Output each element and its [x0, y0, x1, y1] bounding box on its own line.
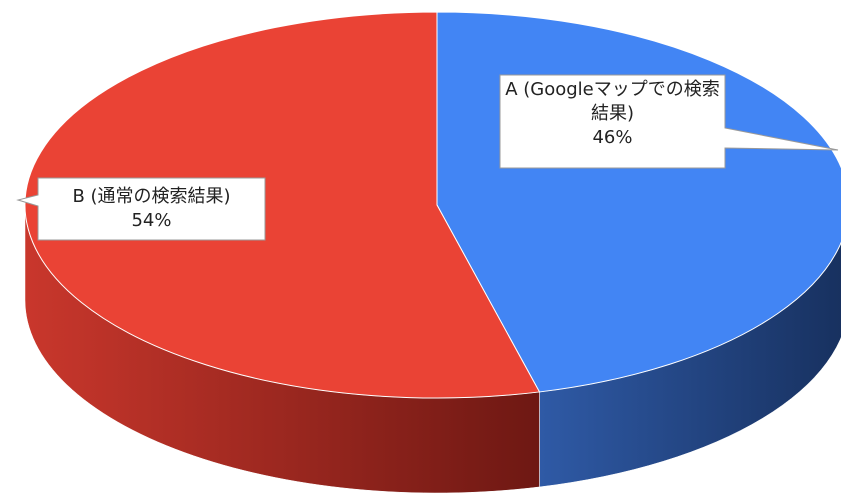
callout-label: A (Googleマップでの検索結果) 46%	[505, 78, 720, 150]
value-label: 54%	[131, 210, 172, 231]
callout-label: B (通常の検索結果) 54%	[40, 185, 263, 233]
callout-box	[499, 74, 839, 169]
callout-box	[16, 177, 266, 241]
pie-slice	[24, 11, 541, 399]
value-label: 46%	[592, 127, 633, 148]
category-label: B (通常の検索結果)	[72, 186, 231, 207]
category-label: A (Googleマップでの検索結果)	[505, 79, 720, 124]
